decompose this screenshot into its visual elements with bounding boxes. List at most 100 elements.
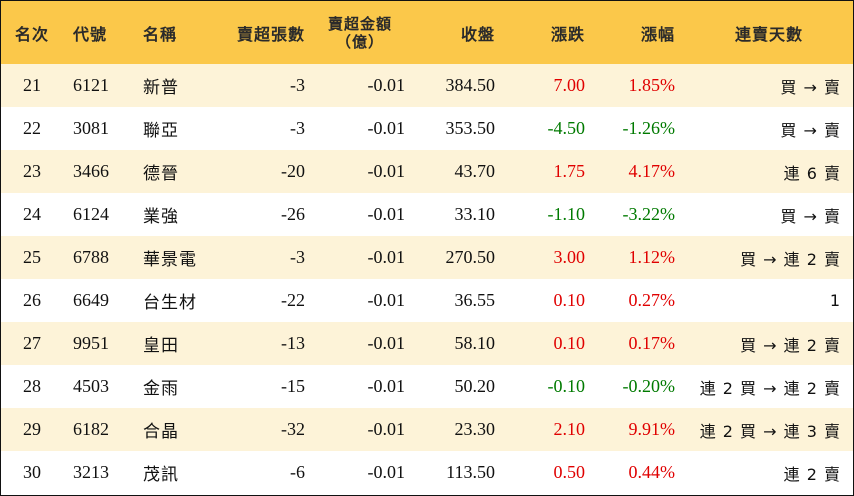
cell-name: 皇田: [143, 336, 179, 356]
header-net-sell-amount-line2: （億）: [335, 32, 384, 51]
cell-change: 0.10: [553, 333, 586, 353]
cell-name: 華景電: [143, 250, 197, 270]
cell-consecutive-days: 買 → 賣: [780, 77, 841, 97]
cell-change-pct: 0.44%: [628, 462, 676, 482]
table-row: 28 4503 金雨 -15 -0.01 50.20 -0.10 -0.20% 連 2 買 → …: [1, 365, 853, 408]
cell-consecutive-days: 連 6 賣: [783, 163, 841, 183]
header-rank: 名次: [14, 24, 49, 44]
cell-name: 聯亞: [143, 121, 179, 141]
cell-net-sell-lots: -6: [290, 462, 305, 482]
cell-close: 113.50: [446, 462, 495, 482]
cell-rank: 25: [23, 247, 41, 267]
cell-code: 3081: [73, 118, 109, 138]
cell-close: 33.10: [454, 204, 496, 224]
cell-change-pct: 4.17%: [628, 161, 676, 181]
cell-change-pct: -3.22%: [622, 204, 676, 224]
cell-code: 9951: [73, 333, 109, 353]
cell-net-sell-amount: -0.01: [367, 247, 406, 267]
cell-change: -1.10: [547, 204, 586, 224]
header-net-sell-amount: 賣超金額 （億）: [315, 1, 415, 64]
cell-net-sell-amount: -0.01: [367, 118, 406, 138]
cell-name: 合晶: [143, 422, 179, 442]
cell-change: 2.10: [553, 419, 586, 439]
cell-net-sell-amount: -0.01: [367, 376, 406, 396]
table-row: 25 6788 華景電 -3 -0.01 270.50 3.00 1.12% 買 → 連 2 賣: [1, 236, 853, 279]
cell-code: 3213: [73, 462, 109, 482]
table-row: 21 6121 新普 -3 -0.01 384.50 7.00 1.85% 買 → 賣: [1, 64, 853, 107]
header-change: 漲跌: [550, 24, 585, 44]
cell-name: 茂訊: [143, 465, 179, 485]
cell-name: 新普: [143, 78, 179, 98]
header-change-pct: 漲幅: [640, 24, 675, 44]
cell-change: -4.50: [547, 118, 586, 138]
cell-net-sell-lots: -13: [281, 333, 305, 353]
table-row: 22 3081 聯亞 -3 -0.01 353.50 -4.50 -1.26% 買 → 賣: [1, 107, 853, 150]
header-close: 收盤: [460, 24, 495, 44]
cell-net-sell-lots: -3: [290, 247, 305, 267]
cell-change-pct: 9.91%: [628, 419, 676, 439]
cell-close: 36.55: [454, 290, 496, 310]
cell-close: 270.50: [445, 247, 496, 267]
cell-net-sell-lots: -22: [281, 290, 305, 310]
cell-name: 金雨: [143, 379, 179, 399]
cell-change-pct: 1.85%: [628, 75, 676, 95]
cell-net-sell-amount: -0.01: [367, 462, 406, 482]
cell-name: 業強: [143, 207, 179, 227]
table-body: 21 6121 新普 -3 -0.01 384.50 7.00 1.85% 買 → 賣 22 308…: [1, 64, 853, 494]
cell-change-pct: -1.26%: [622, 118, 676, 138]
cell-change-pct: 1.12%: [628, 247, 676, 267]
header-net-sell-lots: 賣超張數: [236, 24, 305, 44]
cell-close: 384.50: [445, 75, 496, 95]
header-net-sell-amount-line1: 賣超金額: [327, 14, 392, 33]
cell-consecutive-days: 買 → 賣: [780, 206, 841, 226]
cell-rank: 27: [23, 333, 41, 353]
cell-change: -0.10: [547, 376, 586, 396]
cell-net-sell-amount: -0.01: [367, 333, 406, 353]
cell-consecutive-days: 連 2 買 → 連 3 賣: [699, 421, 841, 441]
cell-rank: 29: [23, 419, 41, 439]
table-row: 27 9951 皇田 -13 -0.01 58.10 0.10 0.17% 買 → 連 2 賣: [1, 322, 853, 365]
cell-change: 7.00: [553, 75, 586, 95]
cell-consecutive-days: 買 → 連 2 賣: [740, 335, 841, 355]
cell-rank: 28: [23, 376, 41, 396]
cell-net-sell-amount: -0.01: [367, 204, 406, 224]
table-header-row: 名次 代號 名稱 賣超張數 賣超金額 （億） 收盤 漲跌 漲幅 連賣天數: [1, 1, 853, 64]
cell-consecutive-days: 連 2 買 → 連 2 賣: [699, 378, 841, 398]
cell-code: 6182: [73, 419, 109, 439]
cell-close: 58.10: [454, 333, 496, 353]
cell-change: 0.50: [553, 462, 586, 482]
cell-close: 43.70: [454, 161, 496, 181]
cell-rank: 23: [23, 161, 41, 181]
cell-close: 23.30: [454, 419, 496, 439]
table-row: 30 3213 茂訊 -6 -0.01 113.50 0.50 0.44% 連 2 賣: [1, 451, 853, 494]
cell-close: 50.20: [454, 376, 496, 396]
cell-code: 4503: [73, 376, 109, 396]
cell-change: 1.75: [553, 161, 586, 181]
cell-rank: 21: [23, 75, 41, 95]
table-row: 26 6649 台生材 -22 -0.01 36.55 0.10 0.27% 1: [1, 279, 853, 322]
cell-code: 6649: [73, 290, 109, 310]
cell-code: 3466: [73, 161, 109, 181]
header-name: 名稱: [143, 24, 178, 44]
table-row: 23 3466 德晉 -20 -0.01 43.70 1.75 4.17% 連 6 賣: [1, 150, 853, 193]
cell-consecutive-days: 連 2 賣: [783, 464, 841, 484]
cell-net-sell-amount: -0.01: [367, 290, 406, 310]
cell-consecutive-days: 1: [829, 291, 841, 310]
header-consecutive-days: 連賣天數: [734, 24, 803, 44]
cell-rank: 30: [23, 462, 41, 482]
cell-name: 德晉: [143, 164, 179, 184]
cell-close: 353.50: [445, 118, 496, 138]
cell-net-sell-amount: -0.01: [367, 75, 406, 95]
cell-net-sell-amount: -0.01: [367, 419, 406, 439]
cell-change-pct: 0.27%: [628, 290, 676, 310]
table-row: 29 6182 合晶 -32 -0.01 23.30 2.10 9.91% 連 2 買 → 連 …: [1, 408, 853, 451]
cell-change: 3.00: [553, 247, 586, 267]
cell-name: 台生材: [143, 293, 197, 313]
cell-net-sell-amount: -0.01: [367, 161, 406, 181]
cell-net-sell-lots: -3: [290, 75, 305, 95]
cell-rank: 26: [23, 290, 41, 310]
cell-rank: 22: [23, 118, 41, 138]
table-row: 24 6124 業強 -26 -0.01 33.10 -1.10 -3.22% 買 → 賣: [1, 193, 853, 236]
cell-net-sell-lots: -20: [281, 161, 305, 181]
